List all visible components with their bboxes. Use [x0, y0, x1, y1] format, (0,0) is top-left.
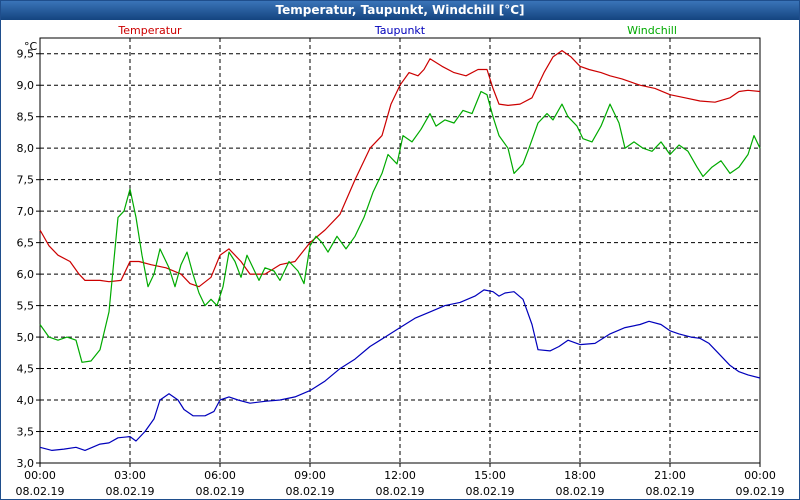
legend-entry-taupunkt: Taupunkt: [374, 24, 426, 37]
y-tick-label: 5,0: [17, 331, 35, 344]
y-tick-label: 3,5: [17, 426, 35, 439]
x-tick-time-label: 18:00: [564, 469, 596, 482]
x-tick-date-label: 08.02.19: [196, 485, 245, 498]
y-tick-label: 6,0: [17, 268, 35, 281]
x-tick-date-label: 08.02.19: [556, 485, 605, 498]
y-tick-label: 3,0: [17, 457, 35, 470]
series-line-temperatur: [39, 49, 761, 288]
x-tick-time-label: 06:00: [204, 469, 236, 482]
x-tick-time-label: 00:00: [744, 469, 776, 482]
y-tick-label: 7,5: [17, 174, 35, 187]
x-tick-date-label: 09.02.19: [736, 485, 785, 498]
y-tick-label: 4,5: [17, 363, 35, 376]
axis-ticks: 3,0 3,5 4,0 4,5 5,0 5,5 6,0 6,5 7,0 7,5 8,0 8,5 9,0 9…: [16, 48, 785, 498]
x-tick-time-label: 00:00: [24, 469, 56, 482]
y-tick-label: 8,5: [17, 111, 35, 124]
y-tick-label: 7,0: [17, 205, 35, 218]
x-tick-date-label: 08.02.19: [16, 485, 65, 498]
x-tick-time-label: 21:00: [654, 469, 686, 482]
y-tick-label: 5,5: [17, 300, 35, 313]
y-tick-label: 9,5: [17, 48, 35, 61]
x-tick-date-label: 08.02.19: [106, 485, 155, 498]
series-lines: [39, 49, 761, 451]
x-tick-time-label: 03:00: [114, 469, 146, 482]
x-tick-time-label: 09:00: [294, 469, 326, 482]
series-line-taupunkt: [39, 289, 761, 451]
legend-entry-temperatur: Temperatur: [117, 24, 182, 37]
x-tick-time-label: 15:00: [474, 469, 506, 482]
x-tick-date-label: 08.02.19: [646, 485, 695, 498]
y-tick-label: 9,0: [17, 79, 35, 92]
x-tick-date-label: 08.02.19: [376, 485, 425, 498]
x-tick-time-label: 12:00: [384, 469, 416, 482]
y-tick-label: 8,0: [17, 142, 35, 155]
series-line-windchill: [39, 90, 761, 363]
legend-entry-windchill: Windchill: [627, 24, 677, 37]
legend: Temperatur Taupunkt Windchill: [117, 24, 677, 37]
x-tick-date-label: 08.02.19: [286, 485, 335, 498]
grid: [40, 38, 760, 463]
y-tick-label: 4,0: [17, 394, 35, 407]
window-title: Temperatur, Taupunkt, Windchill [°C]: [1, 1, 799, 20]
x-tick-date-label: 08.02.19: [466, 485, 515, 498]
y-unit-label: °C: [24, 40, 38, 53]
y-tick-label: 6,5: [17, 237, 35, 250]
